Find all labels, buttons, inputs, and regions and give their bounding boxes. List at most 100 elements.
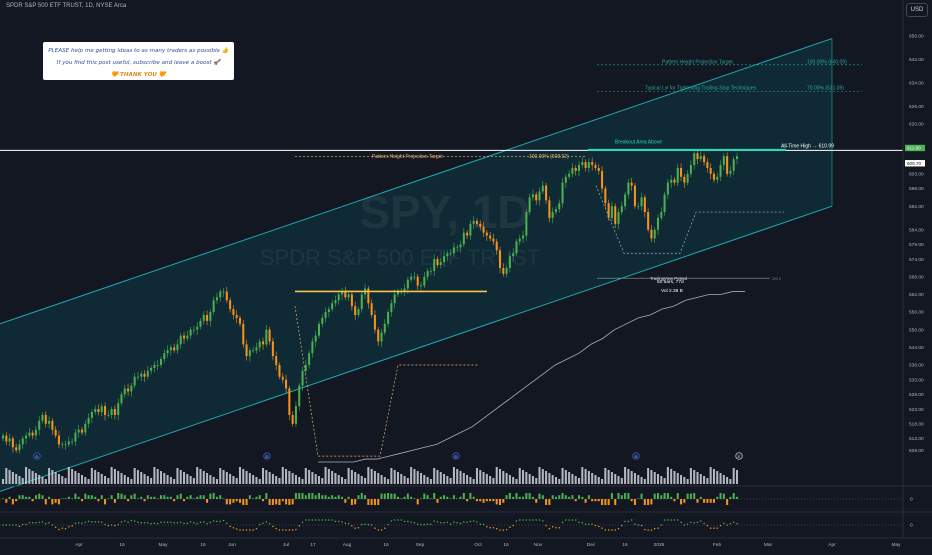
- event-marker-circle: [263, 452, 271, 460]
- osc1-bar: [117, 493, 120, 499]
- osc1-bar: [25, 496, 28, 499]
- osc2-point: [288, 529, 291, 531]
- osc1-bar: [607, 499, 610, 505]
- posted-value: 300 5: [772, 277, 781, 281]
- osc2-point: [18, 525, 21, 528]
- osc2-point: [525, 519, 528, 521]
- osc2-point: [87, 520, 90, 523]
- osc1-bar: [238, 499, 242, 503]
- candle-body: [156, 364, 159, 366]
- candle-body: [482, 226, 485, 233]
- candle-body: [265, 329, 268, 345]
- candle-body: [215, 297, 218, 301]
- candle-body: [647, 212, 650, 230]
- volume-bar: [232, 476, 235, 484]
- osc2-point: [653, 527, 656, 530]
- volume-bar: [554, 477, 557, 484]
- volume-bar: [136, 470, 139, 484]
- candle-body: [574, 167, 577, 171]
- osc1-bar: [502, 499, 505, 503]
- osc2-point: [647, 529, 649, 531]
- volume-bar: [587, 471, 590, 484]
- volume-bar: [199, 469, 202, 484]
- osc2-point: [206, 522, 208, 525]
- candle-body: [554, 209, 557, 213]
- osc1-bar: [587, 495, 590, 499]
- osc1-bar: [222, 498, 225, 499]
- osc2-point: [502, 529, 505, 531]
- volume-bar: [337, 475, 340, 484]
- osc2-point: [601, 527, 603, 529]
- osc1-bar: [196, 496, 199, 499]
- osc1-bar: [495, 499, 498, 505]
- volume-bar: [726, 477, 729, 484]
- osc2-point: [542, 520, 544, 522]
- osc1-bar: [140, 496, 143, 499]
- osc1-bar: [186, 496, 189, 499]
- candle-body: [531, 194, 534, 198]
- osc1-bar: [637, 498, 640, 499]
- osc1-bar: [212, 493, 215, 499]
- volume-bar: [466, 475, 469, 484]
- osc2-point: [680, 521, 682, 524]
- candle-body: [311, 341, 314, 354]
- volume-bar: [584, 469, 587, 484]
- candle-body: [130, 385, 133, 392]
- osc1-bar: [232, 499, 235, 503]
- osc2-point: [91, 521, 93, 523]
- osc1-bar: [620, 495, 623, 499]
- osc1-bar: [396, 496, 399, 499]
- osc1-bar: [735, 496, 739, 499]
- osc1-bar: [166, 496, 169, 499]
- candle-body: [443, 256, 446, 263]
- osc1-bar: [15, 499, 18, 502]
- osc1-bar: [107, 498, 110, 499]
- candle-body: [8, 438, 11, 442]
- osc1-bar: [726, 499, 729, 505]
- candle-body: [67, 441, 70, 445]
- osc2-point: [446, 521, 449, 524]
- volume-bar: [439, 472, 442, 484]
- osc2-point: [726, 524, 728, 526]
- osc2-point: [499, 529, 501, 531]
- osc1-bar: [601, 499, 604, 505]
- osc2-point: [660, 524, 663, 526]
- osc1-bar: [551, 495, 554, 499]
- currency-button[interactable]: USD: [906, 3, 928, 17]
- osc1-bar: [498, 499, 502, 505]
- event-marker-circle-last: [735, 452, 743, 460]
- osc2-point: [25, 523, 27, 526]
- candle-body: [41, 414, 44, 421]
- volume-bar: [120, 473, 123, 484]
- osc1-bar: [729, 496, 732, 499]
- osc2-point: [71, 525, 73, 527]
- volume-bar: [703, 476, 706, 484]
- volume-bar: [130, 479, 133, 484]
- candle-body: [663, 194, 666, 213]
- volume-bar: [238, 467, 242, 484]
- osc1-bar: [229, 499, 232, 505]
- volume-bar: [41, 477, 44, 484]
- price-tick-label: 523.00: [909, 407, 924, 413]
- osc1-bar: [357, 495, 360, 499]
- candle-body: [100, 406, 103, 413]
- volume-bar: [183, 472, 186, 484]
- osc1-bar: [74, 493, 77, 499]
- volume-bar: [97, 472, 100, 484]
- candle-body: [456, 247, 459, 249]
- volume-bar: [545, 471, 548, 484]
- osc1-bar: [426, 495, 429, 499]
- candle-body: [123, 388, 126, 395]
- volume-bar: [512, 477, 515, 484]
- osc1-bar: [189, 495, 192, 499]
- osc1-bar: [28, 496, 31, 499]
- osc2-point: [291, 529, 294, 531]
- candle-body: [127, 388, 130, 392]
- candle-body: [1, 435, 5, 439]
- osc1-bar: [179, 493, 182, 499]
- osc1-bar: [383, 493, 386, 499]
- volume-bar: [54, 472, 57, 484]
- osc2-point: [278, 529, 281, 531]
